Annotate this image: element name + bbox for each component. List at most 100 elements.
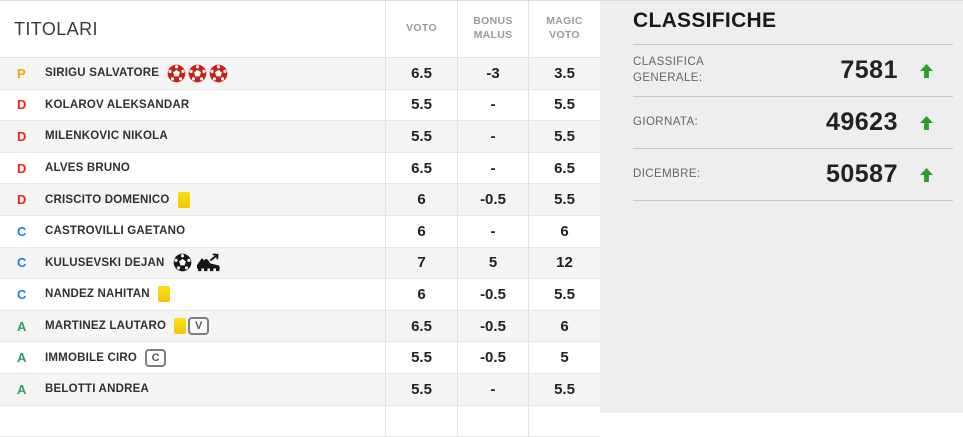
voto-value: 6.5 [385, 310, 457, 342]
player-role: C [17, 223, 27, 239]
magic-voto-value: 6.5 [528, 152, 600, 184]
table-title-cell: TITOLARI [0, 1, 385, 57]
ranking-value: 50587 [825, 160, 898, 188]
voto-value: 7 [385, 247, 457, 279]
player-info: C CASTROVILLI GAETANO [0, 216, 385, 247]
magic-voto-value: 5.5 [528, 279, 600, 310]
player-row[interactable]: A IMMOBILE CIRO C 5.5 -0.5 5 [0, 342, 600, 374]
player-row[interactable]: A MARTINEZ LAUTARO V 6.5 -0.5 6 [0, 310, 600, 343]
player-info: D CRISCITO DOMENICO [0, 184, 385, 215]
bonus-malus-value: -0.5 [457, 342, 528, 373]
player-info: A BELOTTI ANDREA [0, 374, 385, 405]
player-row[interactable]: D ALVES BRUNO 6.5 - 6.5 [0, 152, 600, 185]
magic-voto-value: 5.5 [528, 89, 600, 121]
player-row[interactable]: C KULUSEVSKI DEJAN 7 5 12 [0, 247, 600, 280]
assist-icon [196, 253, 220, 272]
voto-value: 5.5 [385, 89, 457, 121]
bonus-malus-value: - [457, 215, 528, 247]
player-role: A [17, 318, 27, 334]
lineup-table: TITOLARI VOTO BONUS MALUS MAGIC VOTO P S… [0, 1, 600, 437]
captain-badge: C [145, 348, 167, 367]
player-event-icons: C [145, 348, 167, 367]
magic-voto-value: 6 [528, 215, 600, 247]
player-role: A [17, 381, 27, 397]
ranking-label: GIORNATA: [633, 115, 699, 128]
player-info: A IMMOBILE CIRO C [0, 342, 385, 373]
table-header: TITOLARI VOTO BONUS MALUS MAGIC VOTO [0, 1, 600, 58]
player-role: P [17, 65, 26, 81]
filler-voto-cell [385, 405, 457, 437]
player-row[interactable]: P SIRIGU SALVATORE 6.5 -3 3.5 [0, 58, 600, 90]
bonus-malus-value: -0.5 [457, 310, 528, 342]
bonus-malus-value: -0.5 [457, 184, 528, 215]
bonus-malus-value: 5 [457, 247, 528, 279]
player-row[interactable]: D CRISCITO DOMENICO 6 -0.5 5.5 [0, 184, 600, 216]
ranking-entry-general: CLASSIFICA GENERALE: 7581 [633, 44, 953, 96]
yellow-card-icon [174, 318, 187, 335]
player-role: A [17, 350, 27, 366]
ranking-value: 7581 [840, 56, 898, 84]
player-info: D KOLAROV ALEKSANDAR [0, 90, 385, 121]
column-header-bonus-malus: BONUS MALUS [457, 1, 528, 57]
yellow-card-icon [177, 191, 190, 208]
player-name: MARTINEZ LAUTARO [45, 320, 167, 333]
player-name: SIRIGU SALVATORE [45, 67, 160, 80]
rankings-title: CLASSIFICHE [633, 9, 777, 32]
player-name: BELOTTI ANDREA [45, 383, 149, 396]
player-info: D MILENKOVIC NIKOLA [0, 121, 385, 152]
goal-conceded-icon [167, 64, 186, 83]
rankings-entries: CLASSIFICA GENERALE: 7581 GIORNATA: 4962… [633, 44, 953, 201]
player-role: D [17, 97, 27, 113]
bonus-malus-value: - [457, 373, 528, 405]
ranking-value: 49623 [825, 108, 898, 136]
player-event-icons [173, 253, 223, 272]
magic-voto-value: 5.5 [528, 184, 600, 215]
player-name: CASTROVILLI GAETANO [45, 225, 186, 238]
player-event-icons [157, 286, 170, 303]
trend-up-icon [920, 63, 933, 78]
player-row[interactable]: D KOLAROV ALEKSANDAR 5.5 - 5.5 [0, 89, 600, 122]
player-row[interactable]: A BELOTTI ANDREA 5.5 - 5.5 [0, 373, 600, 406]
player-event-icons [177, 191, 190, 208]
player-row[interactable]: C CASTROVILLI GAETANO 6 - 6 [0, 215, 600, 248]
magic-voto-value: 5.5 [528, 121, 600, 152]
filler-left [0, 406, 385, 437]
vice-captain-badge: V [188, 317, 210, 336]
goal-conceded-icon [188, 64, 207, 83]
player-info: C KULUSEVSKI DEJAN [0, 248, 385, 279]
player-role: D [17, 128, 27, 144]
column-header-voto: VOTO [385, 1, 457, 57]
ranking-entry-dicembre: DICEMBRE: 50587 [633, 148, 953, 200]
player-info: A MARTINEZ LAUTARO V [0, 311, 385, 342]
magic-voto-value: 5.5 [528, 373, 600, 405]
column-header-magic-voto: MAGIC VOTO [528, 1, 600, 57]
bonus-malus-value: - [457, 152, 528, 184]
player-name: KULUSEVSKI DEJAN [45, 256, 165, 269]
player-row[interactable]: C NANDEZ NAHITAN 6 -0.5 5.5 [0, 279, 600, 311]
player-name: KOLAROV ALEKSANDAR [45, 98, 190, 111]
player-info: P SIRIGU SALVATORE [0, 58, 385, 89]
filler-bonus-cell [457, 405, 528, 437]
player-name: MILENKOVIC NIKOLA [45, 130, 168, 143]
player-role: D [17, 192, 27, 208]
player-role: C [17, 255, 27, 271]
ranking-label: CLASSIFICA GENERALE: [633, 55, 704, 84]
player-event-icons [167, 64, 228, 83]
player-name: IMMOBILE CIRO [45, 351, 138, 364]
voto-value: 5.5 [385, 373, 457, 405]
voto-value: 6.5 [385, 58, 457, 89]
magic-voto-value: 6 [528, 310, 600, 342]
magic-voto-value: 12 [528, 247, 600, 279]
empty-filler-row [0, 405, 600, 437]
player-role: C [17, 286, 27, 302]
magic-voto-value: 5 [528, 342, 600, 373]
player-row[interactable]: D MILENKOVIC NIKOLA 5.5 - 5.5 [0, 121, 600, 153]
goal-conceded-icon [209, 64, 228, 83]
magic-voto-value: 3.5 [528, 58, 600, 89]
player-rows: P SIRIGU SALVATORE 6.5 -3 3.5 D KOLAROV … [0, 58, 600, 406]
player-name: CRISCITO DOMENICO [45, 193, 170, 206]
ranking-entry-giornata: GIORNATA: 49623 [633, 96, 953, 148]
player-name: NANDEZ NAHITAN [45, 288, 150, 301]
table-title: TITOLARI [14, 18, 98, 39]
filler-magic-cell [528, 405, 600, 437]
